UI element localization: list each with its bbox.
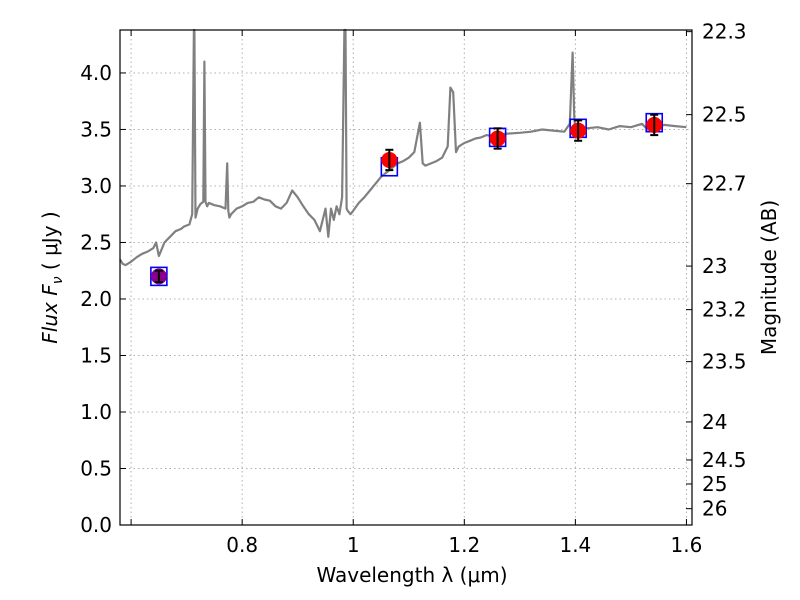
- magnitude-tick-label: 23.5: [702, 350, 747, 374]
- magnitude-tick-label: 24.5: [702, 448, 747, 472]
- x-axis-label: Wavelength λ (μm): [316, 563, 507, 587]
- y-axis-label: Flux Fν ( μJy ): [38, 211, 66, 343]
- y-tick-label: 4.0: [80, 61, 112, 85]
- magnitude-tick-label: 25: [702, 472, 727, 496]
- y-tick-label: 3.5: [80, 117, 112, 141]
- axis-ticks: 0.8 1 1.2 1.4 1.6 0.0 0.5 1.0 1.5 2.0 2.5 3.0 3.5 4.0…: [80, 20, 746, 557]
- magnitude-tick-label: 22.3: [702, 20, 747, 44]
- x-tick-label: 1: [347, 533, 360, 557]
- y-tick-label: 2.5: [80, 230, 112, 254]
- y-tick-label: 1.0: [80, 400, 112, 424]
- svg-text:Flux Fν ( μJy ): Flux Fν ( μJy ): [38, 211, 66, 343]
- x-tick-label: 1.6: [671, 533, 703, 557]
- magnitude-tick-label: 24: [702, 410, 727, 434]
- x-tick-label: 0.8: [226, 533, 258, 557]
- y-tick-label: 0.5: [80, 456, 112, 480]
- magnitude-axis-label: Magnitude (AB): [757, 200, 781, 355]
- y-axis-label-unit: ( μJy ): [38, 211, 62, 276]
- template-spectrum-line: [119, 28, 687, 267]
- x-tick-label: 1.4: [559, 533, 591, 557]
- photometry-points: [150, 112, 664, 287]
- y-tick-label: 3.0: [80, 174, 112, 198]
- magnitude-tick-label: 22.5: [702, 103, 747, 127]
- model-template-spectrum: [119, 28, 687, 267]
- magnitude-tick-label: 23: [702, 254, 727, 278]
- magnitude-tick-label: 23.2: [702, 298, 747, 322]
- magnitude-tick-label: 22.7: [702, 172, 747, 196]
- plot-frame: [119, 29, 693, 526]
- y-tick-label: 0.0: [80, 513, 112, 537]
- y-axis-label-subscript: ν: [50, 276, 66, 284]
- magnitude-tick-label: 26: [702, 497, 727, 521]
- y-tick-label: 2.0: [80, 287, 112, 311]
- x-tick-label: 1.2: [448, 533, 480, 557]
- y-axis-label-main: Flux F: [38, 284, 62, 344]
- y-tick-label: 1.5: [80, 343, 112, 367]
